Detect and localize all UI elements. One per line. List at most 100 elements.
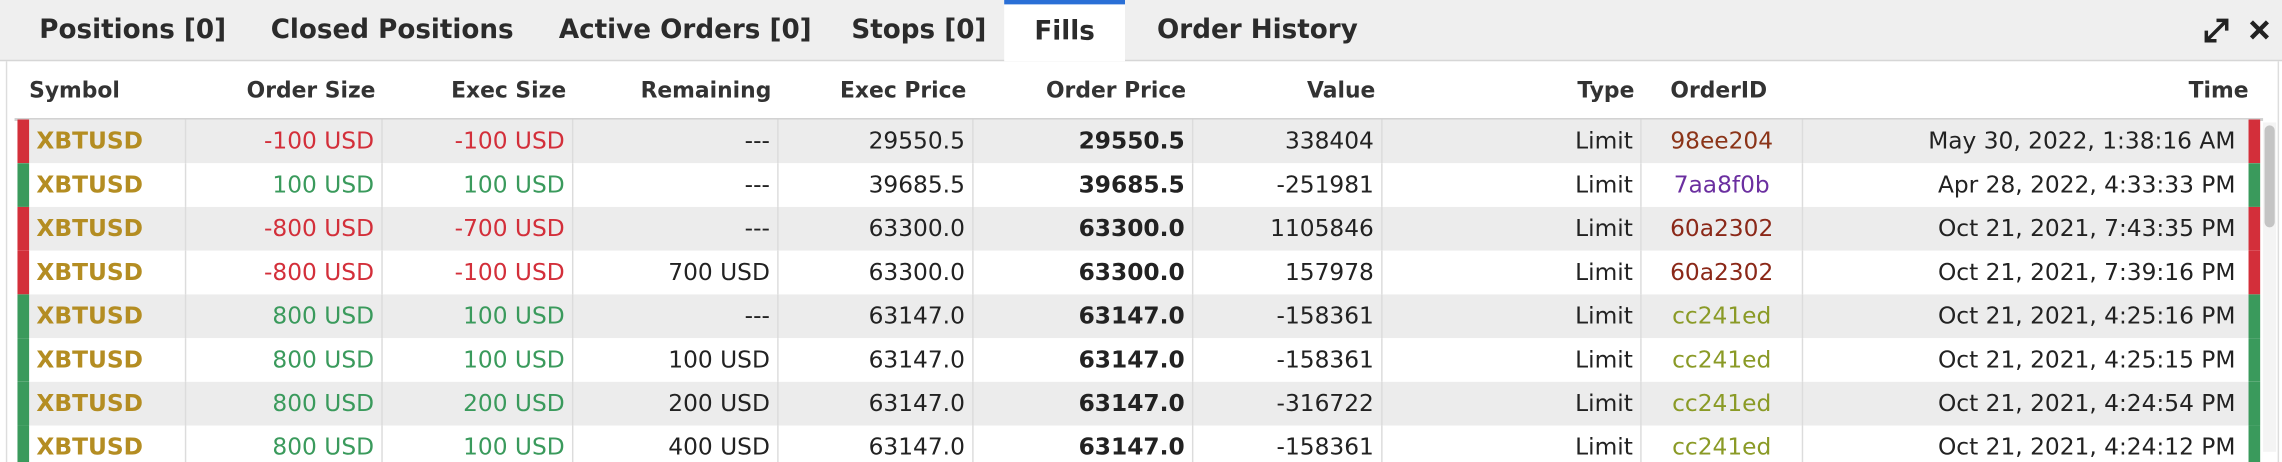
table-cell: cc241ed (1642, 425, 1804, 462)
table-cell: 60a2302 (1642, 250, 1804, 295)
table-cell: --- (573, 294, 779, 339)
scroll-thumb[interactable] (2264, 125, 2275, 228)
table-cell: XBTUSD (29, 250, 187, 295)
table (5, 61, 2280, 462)
table-cell: 100 USD (383, 294, 574, 339)
table-cell: 98ee204 (1642, 119, 1804, 164)
table-cell: 338404 (1193, 119, 1383, 164)
side-strip (2248, 338, 2261, 382)
table-row[interactable]: XBTUSD 800 USD 100 USD --- 63147.0 63147.0 -15… (17, 294, 2261, 339)
table-cell: 63147.0 (779, 338, 974, 382)
table-cell: Oct 21, 2021, 4:24:12 PM (1937, 432, 2236, 461)
column-header[interactable]: Exec Price (840, 77, 967, 104)
table-cell: 39685.5 (779, 163, 974, 207)
table-cell: 63147.0 (974, 381, 1194, 426)
column-header[interactable]: Time (2188, 77, 2249, 104)
side-strip (2248, 163, 2261, 207)
table-row[interactable]: XBTUSD -800 USD -100 USD 700 USD 63300.0 6330… (17, 250, 2261, 295)
table-cell: 63147.0 (779, 381, 974, 426)
close-icon[interactable] (2249, 19, 2271, 41)
table-cell: XBTUSD (29, 338, 187, 382)
table-cell: 100 USD (383, 425, 574, 462)
table-cell: 63300.0 (974, 206, 1194, 251)
table-cell: 63147.0 (974, 425, 1194, 462)
table-row[interactable]: XBTUSD 800 USD 100 USD 400 USD 63147.0 63147.… (17, 425, 2261, 462)
table-cell: 400 USD (573, 425, 779, 462)
tab[interactable]: Order History (1157, 14, 1358, 46)
side-strip (17, 250, 30, 295)
table-cell: XBTUSD (29, 119, 187, 164)
side-strip (17, 425, 30, 462)
table-cell: Limit (1383, 425, 1642, 462)
table-row[interactable]: XBTUSD 100 USD 100 USD --- 39685.5 39685.5 -25… (17, 163, 2261, 207)
table-cell: Oct 21, 2021, 4:24:54 PM (1937, 389, 2236, 417)
table-cell: 63147.0 (974, 338, 1194, 382)
table-cell: Limit (1383, 250, 1642, 295)
side-strip (2248, 425, 2261, 462)
table-cell: Apr 28, 2022, 4:33:33 PM (1937, 170, 2236, 199)
table-cell: Limit (1383, 381, 1642, 426)
table-cell: Limit (1383, 338, 1642, 382)
side-strip (2248, 119, 2261, 164)
table-cell: 800 USD (186, 425, 383, 462)
table-cell: -158361 (1193, 294, 1383, 339)
table-row[interactable]: XBTUSD 800 USD 100 USD 100 USD 63147.0 63147.… (17, 338, 2261, 382)
table-row[interactable]: XBTUSD -100 USD -100 USD --- 29550.5 29550.5 3… (17, 119, 2261, 164)
tab[interactable]: Stops [0] (851, 14, 987, 46)
side-strip (17, 119, 30, 164)
table-cell: Oct 21, 2021, 4:25:16 PM (1937, 301, 2236, 330)
table-cell: -100 USD (186, 119, 383, 164)
side-strip (2248, 250, 2261, 295)
side-strip (17, 381, 30, 426)
table-cell: Oct 21, 2021, 4:25:15 PM (1937, 345, 2236, 374)
table-cell: Limit (1383, 163, 1642, 207)
side-strip (17, 294, 30, 339)
column-header[interactable]: Value (1307, 77, 1376, 104)
column-header[interactable]: Remaining (640, 77, 772, 104)
table-cell: 100 USD (383, 163, 574, 207)
table-cell: -316722 (1193, 381, 1383, 426)
table-cell: 200 USD (573, 381, 779, 426)
table-cell: 200 USD (383, 381, 574, 426)
tab[interactable]: Closed Positions (270, 14, 514, 46)
table-cell: 1105846 (1193, 206, 1383, 251)
table-cell: -700 USD (383, 206, 574, 251)
table-cell: 63147.0 (779, 425, 974, 462)
table-row[interactable]: XBTUSD -800 USD -700 USD --- 63300.0 63300.0 1… (17, 206, 2261, 251)
header-divider (14, 118, 2264, 121)
table-cell: 157978 (1193, 250, 1383, 295)
table-cell: --- (573, 163, 779, 207)
table-cell: Limit (1383, 119, 1642, 164)
table-cell: 700 USD (573, 250, 779, 295)
table-cell: May 30, 2022, 1:38:16 AM (1928, 126, 2236, 155)
tab[interactable]: Positions [0] (39, 14, 227, 46)
table-cell: cc241ed (1642, 381, 1804, 426)
table-cell: 100 USD (186, 163, 383, 207)
table-cell: -158361 (1193, 425, 1383, 462)
table-cell: Oct 21, 2021, 7:39:16 PM (1937, 257, 2236, 286)
column-header[interactable]: Order Size (246, 77, 376, 104)
table-cell: Limit (1383, 206, 1642, 251)
table-cell: 63147.0 (974, 294, 1194, 339)
column-header[interactable]: Exec Size (451, 77, 567, 104)
column-header[interactable]: Symbol (29, 77, 120, 104)
table-cell: XBTUSD (29, 206, 187, 251)
column-header[interactable]: Order Price (1045, 77, 1187, 104)
tab-bar (0, 0, 2282, 62)
table-cell: 100 USD (383, 338, 574, 382)
table-row[interactable]: XBTUSD 800 USD 200 USD 200 USD 63147.0 63147.… (17, 381, 2261, 426)
side-strip (2248, 206, 2261, 251)
column-header[interactable]: Type (1577, 77, 1635, 104)
column-header[interactable]: OrderID (1670, 77, 1768, 104)
table-cell: cc241ed (1642, 294, 1804, 339)
side-strip (2248, 294, 2261, 339)
tab[interactable]: Fills (1004, 0, 1125, 62)
table-cell: -251981 (1193, 163, 1383, 207)
table-cell: XBTUSD (29, 425, 187, 462)
table-cell: 63300.0 (779, 250, 974, 295)
table-cell: 800 USD (186, 381, 383, 426)
table-cell: XBTUSD (29, 381, 187, 426)
expand-icon[interactable] (2203, 17, 2229, 43)
tab[interactable]: Active Orders [0] (558, 14, 812, 46)
